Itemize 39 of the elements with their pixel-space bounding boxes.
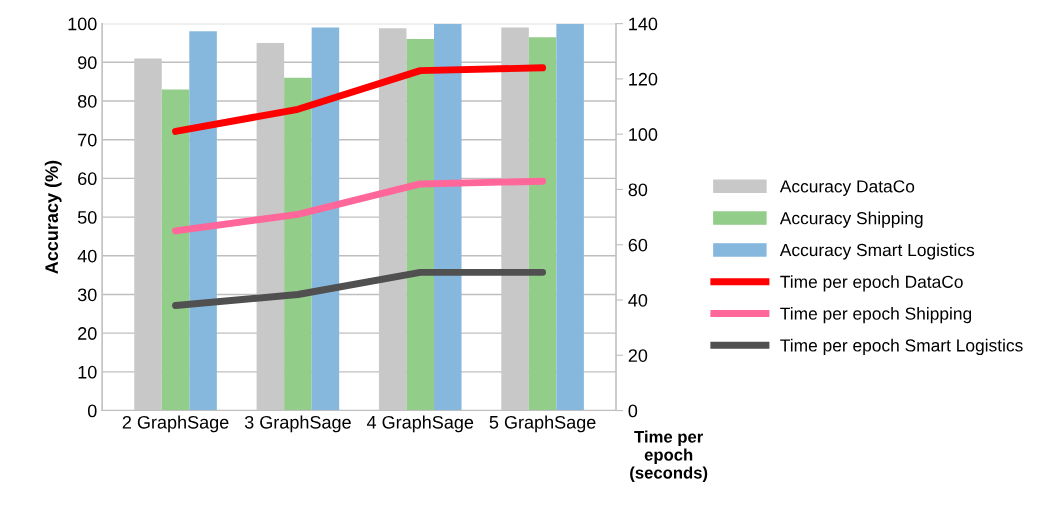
bar	[406, 39, 435, 411]
legend-label: Time per epoch DataCo	[780, 275, 963, 292]
y-tick-label: 20	[78, 327, 97, 340]
bar	[311, 27, 340, 411]
x-tick-label: 2 GraphSage	[122, 415, 229, 433]
y-axis-title: Accuracy (%)	[44, 160, 62, 274]
y-tick-label: 80	[77, 94, 97, 108]
y2-tick-label: 80	[628, 183, 648, 197]
y2-tick-label: 20	[628, 349, 648, 362]
y-tick-label: 60	[78, 172, 97, 186]
legend-label: Time per epoch Shipping	[780, 307, 972, 324]
y2-tick-label: 120	[629, 72, 658, 86]
legend-label: Accuracy Smart Logistics	[779, 243, 975, 260]
bar	[284, 77, 312, 411]
y2-tick-label: 100	[629, 128, 658, 141]
legend-label: Accuracy DataCo	[779, 180, 915, 196]
x-tick-label: 3 GraphSage	[244, 415, 351, 433]
bar	[189, 31, 217, 411]
y-tick-label: 50	[77, 211, 97, 224]
y-tick-label: 0	[87, 404, 97, 418]
legend-label: Accuracy Shipping	[779, 211, 923, 228]
y-tick-label: 30	[77, 288, 97, 302]
bar	[556, 23, 584, 411]
y2-tick-label: 0	[628, 404, 638, 418]
bar	[434, 23, 462, 411]
y-tick-label: 90	[78, 56, 97, 70]
y2-tick-label: 40	[628, 293, 648, 307]
x-tick-label: 5 GraphSage	[489, 415, 596, 433]
y-tick-label: 100	[68, 17, 97, 31]
y2-tick-label: 60	[628, 238, 648, 252]
y2-axis-title: Time per epoch (seconds)	[630, 430, 708, 482]
y2-tick-label: 140	[629, 17, 658, 31]
y-tick-label: 70	[78, 133, 97, 147]
y-tick-label: 10	[78, 365, 97, 379]
legend-label: Time per epoch Smart Logistics	[780, 338, 1023, 355]
bar	[161, 89, 190, 411]
bar	[528, 37, 557, 411]
x-tick-label: 4 GraphSage	[366, 415, 474, 433]
y-tick-label: 40	[77, 249, 97, 263]
